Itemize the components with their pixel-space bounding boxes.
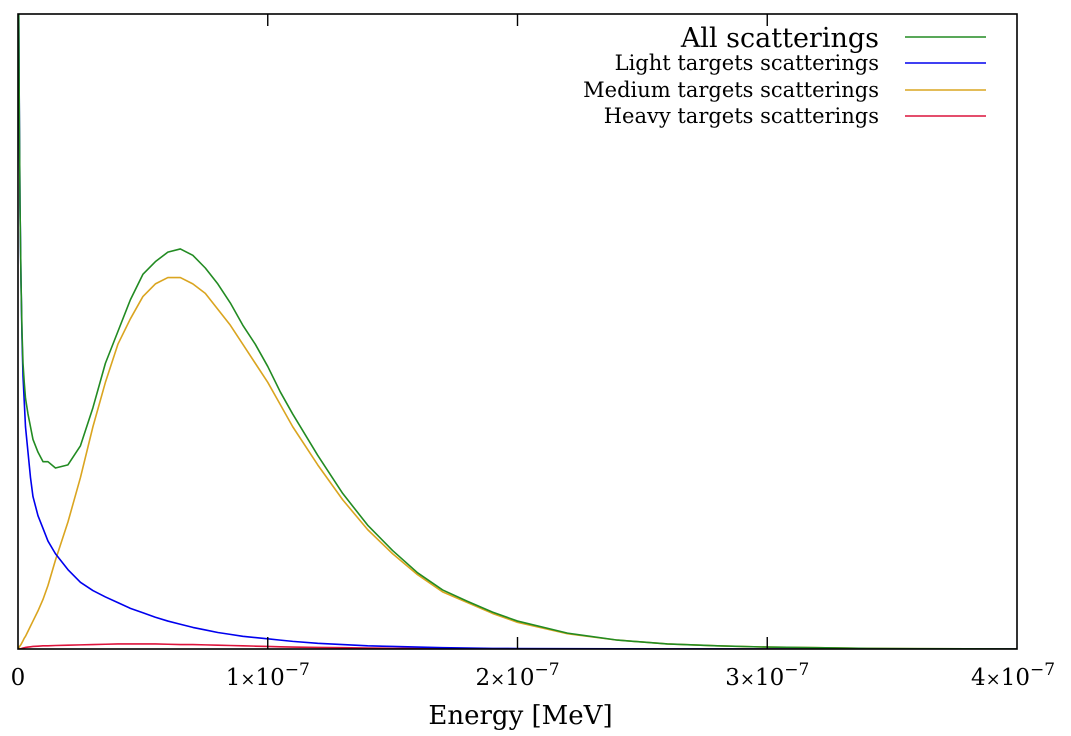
ticks-layer: 0 1×10−7 2×10−7 3×10−7 4×10−7 [11, 14, 1055, 691]
x-tick-label: 3×10−7 [725, 660, 809, 691]
x-tick-label: 2×10−7 [475, 660, 559, 691]
legend-label: Medium targets scatterings [583, 78, 879, 102]
x-tick-label: 4×10−7 [971, 660, 1055, 691]
series-line-medium-targets-scatterings [18, 276, 1017, 649]
x-tick-label: 0 [11, 665, 26, 691]
legend-label: Light targets scatterings [615, 51, 879, 75]
x-tick-label: 1×10−7 [226, 660, 310, 691]
series-line-all-scatterings [18, 14, 1017, 649]
x-axis-label: Energy [MeV] [428, 701, 612, 731]
legend-label: Heavy targets scatterings [604, 104, 879, 128]
legend-label: All scatterings [680, 23, 879, 54]
